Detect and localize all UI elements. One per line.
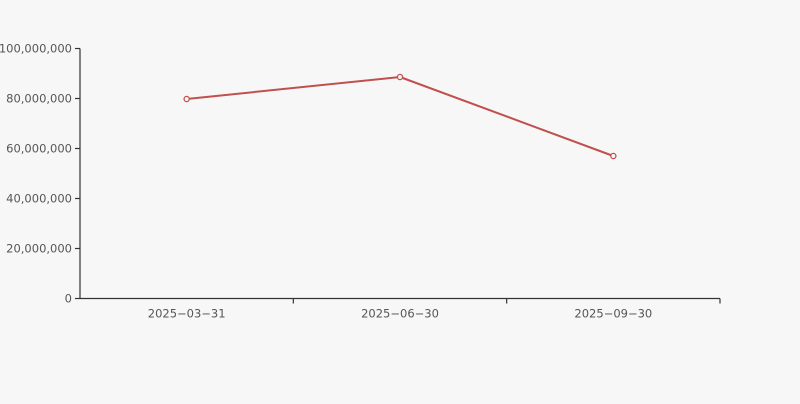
y-axis-tick-label: 20,000,000 xyxy=(6,242,72,256)
data-point-marker xyxy=(396,73,404,81)
series-layer xyxy=(183,73,617,160)
series-line xyxy=(185,76,615,157)
x-axis-tick-label: 2025−09−30 xyxy=(574,307,652,321)
x-axis-tick-label: 2025−06−30 xyxy=(361,307,439,321)
y-axis-tick-label: 40,000,000 xyxy=(6,192,72,206)
y-axis-tick-label: 100,000,000 xyxy=(0,42,72,56)
x-axis-tick-label: 2025−03−31 xyxy=(148,307,226,321)
data-point-marker xyxy=(183,95,190,103)
y-axis-tick-label: 80,000,000 xyxy=(6,92,72,106)
y-axis-tick-label: 60,000,000 xyxy=(6,142,72,156)
axes-layer: 0 20,000,000 40,000,000 60,000,000 80,000,00… xyxy=(0,42,721,321)
y-axis-tick-label: 0 xyxy=(65,292,72,306)
data-point-marker xyxy=(610,152,617,160)
